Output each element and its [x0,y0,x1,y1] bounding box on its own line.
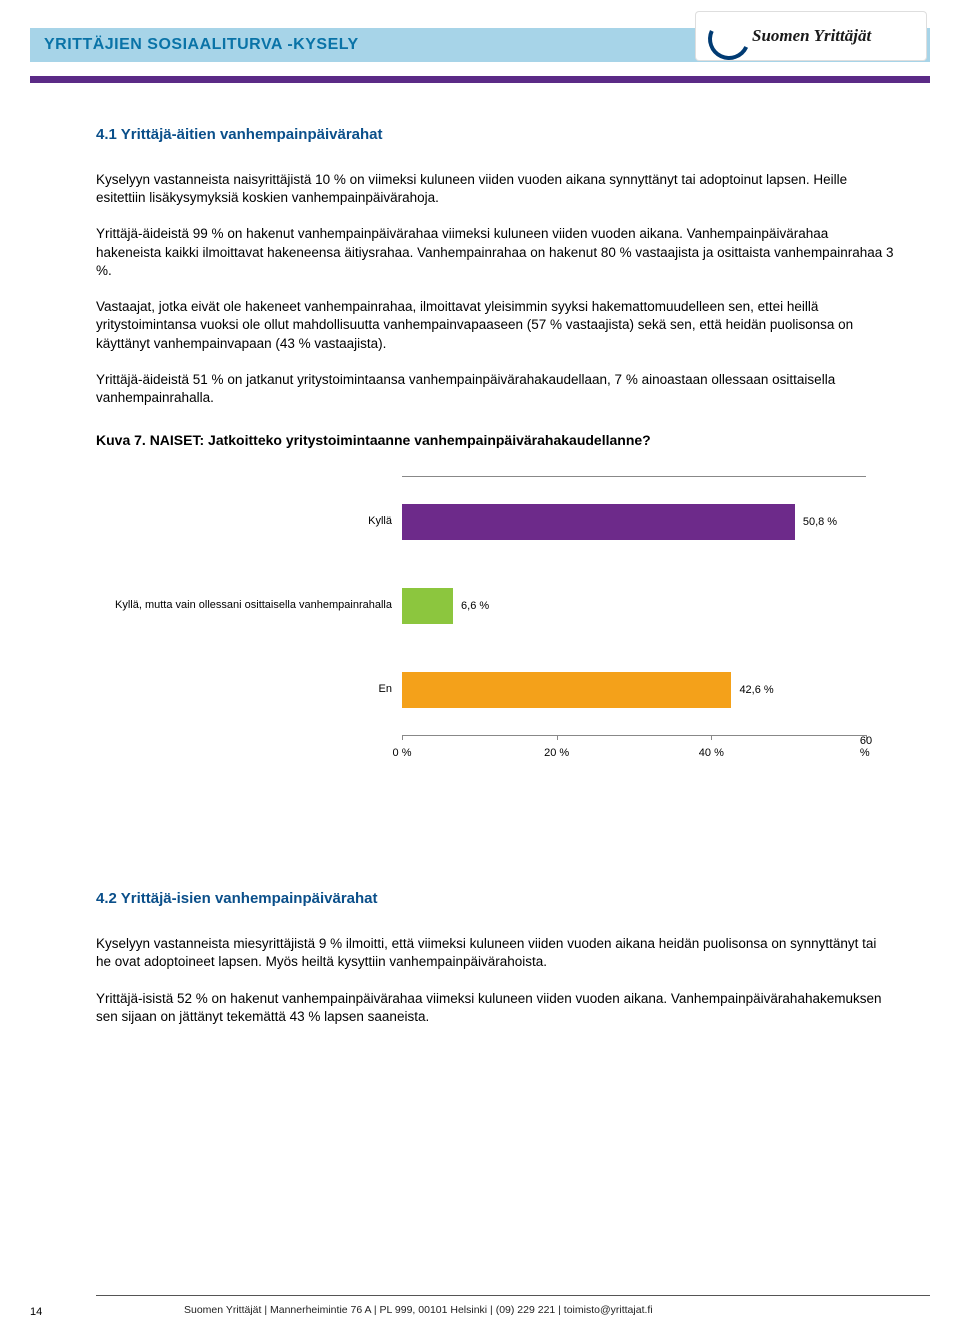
para-4-2-1: Kyselyyn vastanneista miesyrittäjistä 9 … [96,935,894,971]
figure-7-chart: 0 % 20 % 40 % 60 % 50,8 % 6,6 % 42,6 % Kyllä Ky… [78,470,898,770]
section-4-2-heading: 4.2 Yrittäjä-isien vanhempainpäivärahat [96,890,894,907]
footer-text: Suomen Yrittäjät | Mannerheimintie 76 A … [184,1304,653,1316]
logo-swoosh-icon [708,18,744,54]
bar-value-label: 42,6 % [739,684,773,696]
category-label: En [82,683,392,695]
page-content: 4.1 Yrittäjä-äitien vanhempainpäivärahat… [96,126,894,1044]
section-4-1-heading: 4.1 Yrittäjä-äitien vanhempainpäivärahat [96,126,894,143]
x-tick [711,735,712,740]
bar-value-label: 6,6 % [461,600,489,612]
chart-bar: 50,8 % [402,504,795,540]
logo-text: Suomen Yrittäjät [752,26,871,46]
x-tick-label: 40 % [699,747,724,759]
bar-value-label: 50,8 % [803,516,837,528]
org-logo: Suomen Yrittäjät [696,12,926,60]
para-4-2-2: Yrittäjä-isistä 52 % on hakenut vanhempa… [96,990,894,1026]
category-label: Kyllä, mutta vain ollessani osittaisella… [82,599,392,611]
para-4-1-4: Yrittäjä-äideistä 51 % on jatkanut yrity… [96,371,894,407]
x-tick-label: 0 % [393,747,412,759]
header-title: YRITTÄJIEN SOSIAALITURVA -KYSELY [44,36,359,54]
section-4-2: 4.2 Yrittäjä-isien vanhempainpäivärahat … [96,890,894,1026]
page-number: 14 [30,1306,42,1318]
chart-top-border [402,476,866,477]
category-label: Kyllä [82,515,392,527]
chart-bar: 6,6 % [402,588,453,624]
para-4-1-1: Kyselyyn vastanneista naisyrittäjistä 10… [96,171,894,207]
x-tick [402,735,403,740]
chart-plot-area: 0 %20 %40 %60 %50,8 %6,6 %42,6 % [402,476,866,736]
x-tick-label: 20 % [544,747,569,759]
header-rule [30,76,930,83]
x-tick [557,735,558,740]
para-4-1-2: Yrittäjä-äideistä 99 % on hakenut vanhem… [96,225,894,280]
para-4-1-3: Vastaajat, jotka eivät ole hakeneet vanh… [96,298,894,353]
x-tick-label: 60 % [860,735,872,759]
footer-rule [96,1295,930,1296]
figure-7-heading: Kuva 7. NAISET: Jatkoitteko yritystoimin… [96,431,894,450]
chart-bar: 42,6 % [402,672,731,708]
